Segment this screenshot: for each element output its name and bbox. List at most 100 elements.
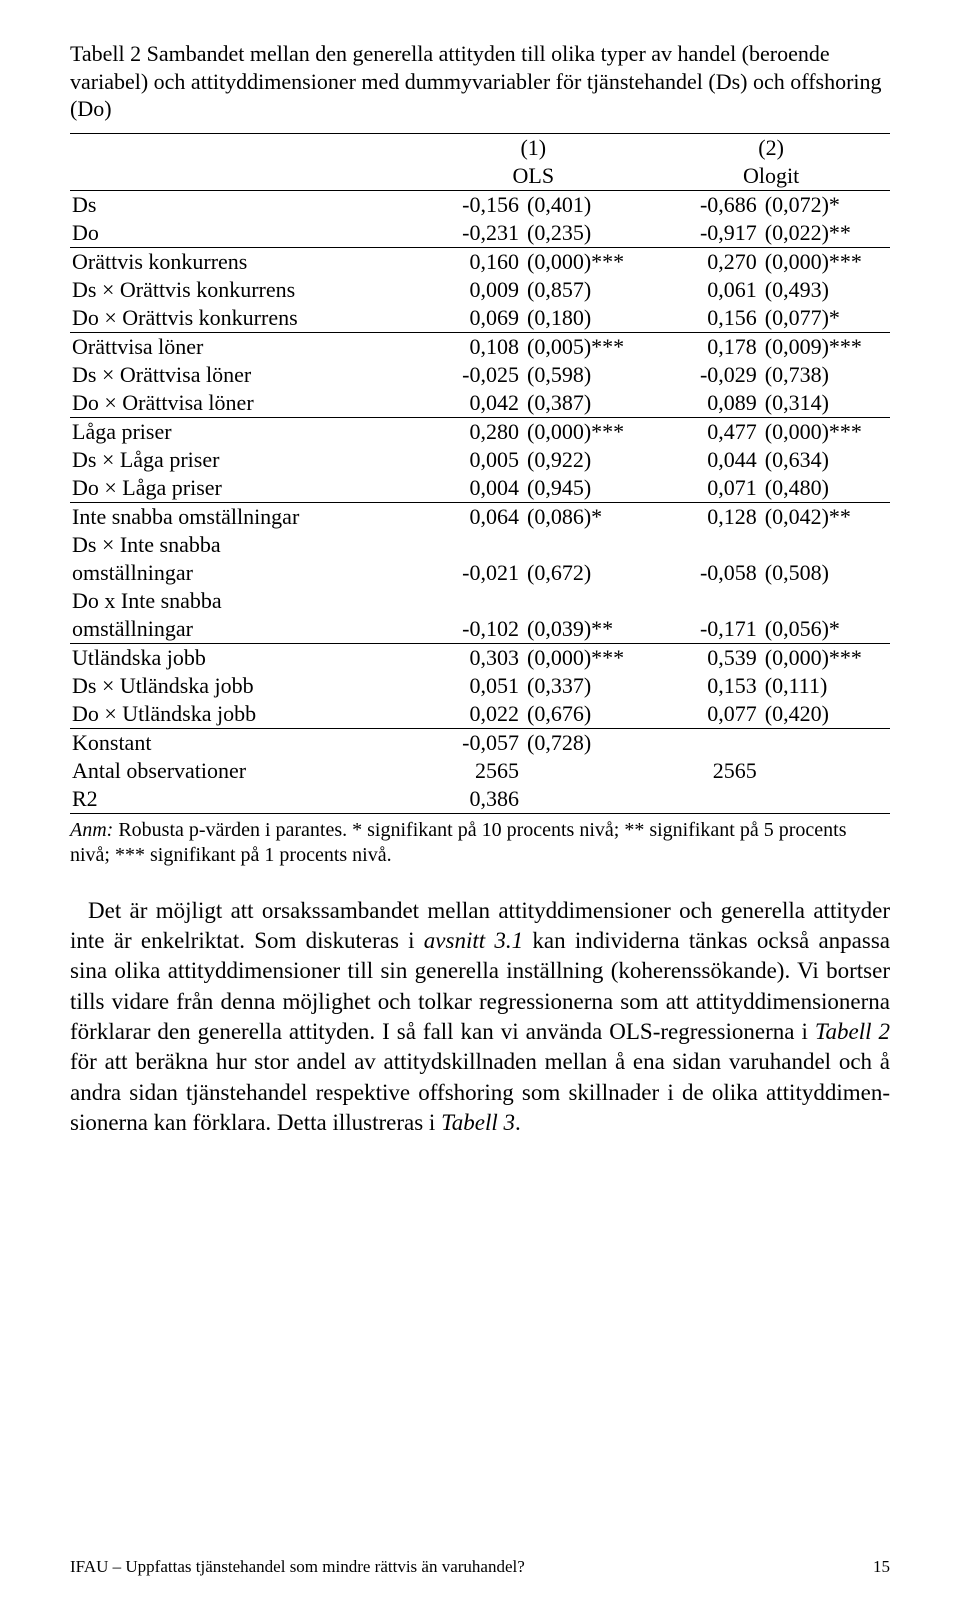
cell: 0,303 bbox=[414, 643, 521, 672]
table-row: Orättvisa löner0,108(0,005)***0,178(0,00… bbox=[70, 332, 890, 361]
table-row: omställningar-0,102(0,039)**-0,171(0,056… bbox=[70, 615, 890, 644]
col2-num: (2) bbox=[652, 133, 890, 162]
cell: 0,051 bbox=[414, 672, 521, 700]
row-label: Ds × Orättvis konkurrens bbox=[70, 276, 414, 304]
table-row: Inte snabba omställningar0,064(0,086)*0,… bbox=[70, 502, 890, 531]
cell: 0,064 bbox=[414, 502, 521, 531]
cell: (0,493) bbox=[759, 276, 890, 304]
cell bbox=[652, 728, 759, 757]
row-label: Orättvisa löner bbox=[70, 332, 414, 361]
cell: 0,386 bbox=[414, 785, 521, 814]
cell: 0,044 bbox=[652, 446, 759, 474]
cell bbox=[521, 785, 652, 814]
body-italic-3: Tabell 3 bbox=[441, 1110, 515, 1135]
cell: 0,539 bbox=[652, 643, 759, 672]
row-label: Ds × Utländska jobb bbox=[70, 672, 414, 700]
cell: -0,029 bbox=[652, 361, 759, 389]
cell bbox=[759, 728, 890, 757]
cell: (0,314) bbox=[759, 389, 890, 418]
row-label: Ds bbox=[70, 190, 414, 219]
header-row-nums: (1) (2) bbox=[70, 133, 890, 162]
table-row: Do-0,231(0,235)-0,917(0,022)** bbox=[70, 219, 890, 248]
table-row: Orättvis konkurrens0,160(0,000)***0,270(… bbox=[70, 247, 890, 276]
cell: -0,025 bbox=[414, 361, 521, 389]
table-row: Do × Orättvis konkurrens0,069(0,180)0,15… bbox=[70, 304, 890, 333]
note-anm: Anm: bbox=[70, 819, 113, 841]
cell: (0,000)*** bbox=[759, 643, 890, 672]
cell: 0,160 bbox=[414, 247, 521, 276]
cell: (0,508) bbox=[759, 559, 890, 587]
cell: (0,000)*** bbox=[521, 417, 652, 446]
cell: 0,042 bbox=[414, 389, 521, 418]
cell: (0,672) bbox=[521, 559, 652, 587]
cell: 0,077 bbox=[652, 700, 759, 729]
col2-name: Ologit bbox=[652, 162, 890, 191]
regression-table: (1) (2) OLS Ologit Ds-0,156(0,401)-0,686… bbox=[70, 133, 890, 814]
table-note: Anm: Robusta p-värden i parantes. * sign… bbox=[70, 818, 890, 868]
row-label: Ds × Orättvisa löner bbox=[70, 361, 414, 389]
cell: -0,021 bbox=[414, 559, 521, 587]
cell: (0,235) bbox=[521, 219, 652, 248]
cell: 0,477 bbox=[652, 417, 759, 446]
table-row: Ds × Inte snabba bbox=[70, 531, 890, 559]
cell: (0,086)* bbox=[521, 502, 652, 531]
cell: 0,156 bbox=[652, 304, 759, 333]
cell: -0,102 bbox=[414, 615, 521, 644]
cell: -0,686 bbox=[652, 190, 759, 219]
table-row: Do × Utländska jobb0,022(0,676)0,077(0,4… bbox=[70, 700, 890, 729]
cell: 0,178 bbox=[652, 332, 759, 361]
cell: 0,108 bbox=[414, 332, 521, 361]
table-row: omställningar-0,021(0,672)-0,058(0,508) bbox=[70, 559, 890, 587]
cell: (0,000)*** bbox=[759, 247, 890, 276]
cell: (0,000)*** bbox=[521, 643, 652, 672]
row-label: Inte snabba omställningar bbox=[70, 502, 414, 531]
table-row: Ds × Orättvisa löner-0,025(0,598)-0,029(… bbox=[70, 361, 890, 389]
row-label: Antal observationer bbox=[70, 757, 414, 785]
cell: (0,111) bbox=[759, 672, 890, 700]
table-row: Utländska jobb0,303(0,000)***0,539(0,000… bbox=[70, 643, 890, 672]
cell: (0,738) bbox=[759, 361, 890, 389]
row-label: Ds × Låga priser bbox=[70, 446, 414, 474]
table-row: Konstant-0,057(0,728) bbox=[70, 728, 890, 757]
cell: 0,270 bbox=[652, 247, 759, 276]
body-italic-1: avsnitt 3.1 bbox=[424, 928, 523, 953]
body-text-d: . bbox=[515, 1110, 521, 1135]
table-row: Ds × Orättvis konkurrens0,009(0,857)0,06… bbox=[70, 276, 890, 304]
cell bbox=[521, 757, 652, 785]
cell: (0,000)*** bbox=[521, 247, 652, 276]
cell: 0,280 bbox=[414, 417, 521, 446]
row-label: Do × Orättvisa löner bbox=[70, 389, 414, 418]
cell: 0,153 bbox=[652, 672, 759, 700]
row-label: Do x Inte snabba bbox=[70, 587, 414, 615]
cell: (0,857) bbox=[521, 276, 652, 304]
cell: 0,061 bbox=[652, 276, 759, 304]
row-label: Do bbox=[70, 219, 414, 248]
row-label: omställningar bbox=[70, 559, 414, 587]
cell: (0,022)** bbox=[759, 219, 890, 248]
col1-num: (1) bbox=[414, 133, 652, 162]
page-footer: IFAU – Uppfattas tjänstehandel som mindr… bbox=[70, 1557, 890, 1577]
cell: -0,231 bbox=[414, 219, 521, 248]
cell: 0,004 bbox=[414, 474, 521, 503]
cell: -0,171 bbox=[652, 615, 759, 644]
cell: (0,072)* bbox=[759, 190, 890, 219]
note-text: Robusta p-värden i parantes. * signifika… bbox=[70, 819, 847, 866]
cell: (0,634) bbox=[759, 446, 890, 474]
cell bbox=[759, 785, 890, 814]
cell bbox=[652, 785, 759, 814]
cell: (0,000)*** bbox=[759, 417, 890, 446]
cell: (0,401) bbox=[521, 190, 652, 219]
row-label: Konstant bbox=[70, 728, 414, 757]
cell: 0,128 bbox=[652, 502, 759, 531]
cell: 0,069 bbox=[414, 304, 521, 333]
cell: 2565 bbox=[652, 757, 759, 785]
cell: (0,480) bbox=[759, 474, 890, 503]
cell: (0,387) bbox=[521, 389, 652, 418]
table-row: Ds × Låga priser0,005(0,922)0,044(0,634) bbox=[70, 446, 890, 474]
cell: (0,337) bbox=[521, 672, 652, 700]
table-row: Do × Låga priser0,004(0,945)0,071(0,480) bbox=[70, 474, 890, 503]
row-label: R2 bbox=[70, 785, 414, 814]
row-label: Do × Orättvis konkurrens bbox=[70, 304, 414, 333]
table-row: Antal observationer25652565 bbox=[70, 757, 890, 785]
cell: 0,071 bbox=[652, 474, 759, 503]
